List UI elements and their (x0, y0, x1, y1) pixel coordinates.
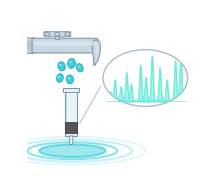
Ellipse shape (56, 74, 63, 82)
Bar (55, 35, 59, 40)
FancyBboxPatch shape (24, 38, 35, 53)
Ellipse shape (45, 32, 50, 36)
Polygon shape (92, 40, 101, 65)
Bar (65, 88, 77, 136)
Ellipse shape (68, 58, 76, 68)
Ellipse shape (103, 50, 188, 106)
FancyBboxPatch shape (70, 136, 73, 144)
FancyBboxPatch shape (26, 41, 33, 51)
FancyBboxPatch shape (32, 38, 98, 53)
Polygon shape (95, 42, 99, 58)
Ellipse shape (39, 144, 106, 157)
FancyBboxPatch shape (34, 41, 96, 45)
Ellipse shape (55, 32, 60, 36)
Bar (63, 88, 79, 92)
Ellipse shape (104, 50, 189, 107)
Bar (65, 122, 77, 132)
Ellipse shape (58, 62, 65, 71)
FancyBboxPatch shape (44, 32, 71, 37)
Ellipse shape (65, 32, 70, 36)
Ellipse shape (66, 75, 74, 84)
Ellipse shape (76, 64, 83, 72)
